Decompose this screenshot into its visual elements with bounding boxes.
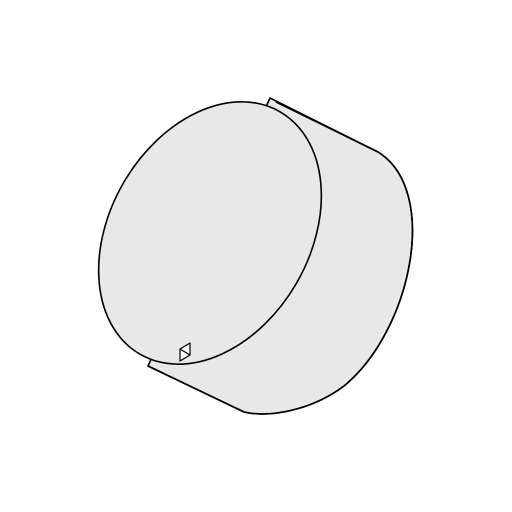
cylinder-back-cap-edge bbox=[243, 151, 414, 415]
triangle-vertex-marker-icon[interactable] bbox=[179, 342, 191, 362]
cylinder-bottom-tangent-edge bbox=[147, 365, 245, 413]
cylinder-front-cap[interactable] bbox=[53, 62, 366, 404]
cylinder-top-tangent-edge bbox=[275, 101, 379, 153]
